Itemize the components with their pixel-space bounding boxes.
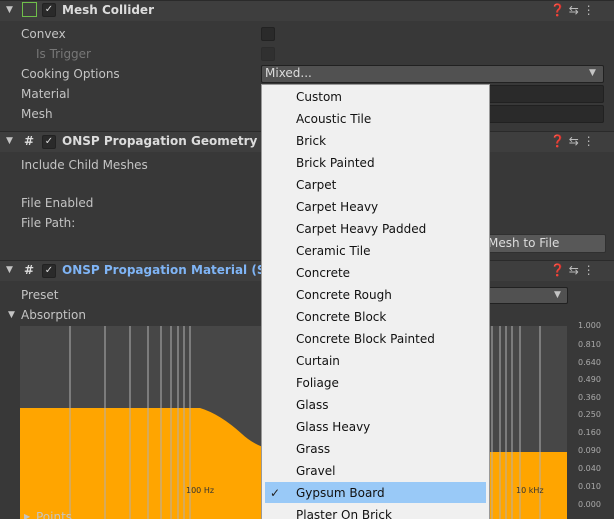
object-field[interactable] [488, 105, 604, 123]
menu-item[interactable]: Ceramic Tile [296, 244, 371, 258]
menu-item[interactable]: Brick Painted [296, 156, 375, 170]
button-label: Mesh to File [488, 236, 560, 250]
row-label: Preset [21, 288, 59, 302]
menu-item[interactable]: Curtain [296, 354, 340, 368]
menu-item[interactable]: Concrete Block [296, 310, 387, 324]
component-title: ONSP Propagation Material (Scrip [62, 263, 292, 277]
selected-highlight [265, 482, 486, 503]
menu-item[interactable]: Grass [296, 442, 331, 456]
checkmark: ✓ [270, 486, 281, 500]
fold-arrow[interactable]: ▼ [6, 136, 13, 146]
icon [22, 2, 37, 17]
header-icons[interactable]: ❓ ⇆ ⋮ [550, 3, 595, 17]
checkbox[interactable] [261, 27, 275, 41]
dropdown-arrow: ▼ [589, 68, 596, 78]
component-title: Mesh Collider [62, 3, 154, 17]
enabled-toggle[interactable]: ✓ [42, 264, 56, 278]
menu-item[interactable]: Gypsum Board [296, 486, 385, 500]
y-label: 0.160 [578, 428, 601, 437]
x-label: 10 kHz [516, 486, 544, 495]
header-icons[interactable]: ❓ ⇆ ⋮ [550, 263, 595, 277]
fold-arrow[interactable]: ▶ [24, 512, 31, 519]
icon: # [24, 134, 35, 148]
component-header[interactable] [0, 0, 614, 21]
y-label: 0.640 [578, 358, 601, 367]
menu-item[interactable]: Acoustic Tile [296, 112, 372, 126]
dropdown-menu: ✓ Custom Acoustic Tile Brick Brick Painted C… [261, 84, 490, 519]
header-icons[interactable]: ❓ ⇆ ⋮ [550, 134, 595, 148]
row-label: Include Child Meshes [21, 158, 148, 172]
fold-arrow[interactable]: ▼ [6, 5, 13, 15]
y-label: 0.360 [578, 393, 601, 402]
row-label: Convex [21, 27, 66, 41]
enabled-toggle[interactable]: ✓ [42, 3, 56, 17]
menu-item[interactable]: Gravel [296, 464, 336, 478]
x-label: 100 Hz [186, 486, 215, 495]
icon: # [24, 263, 35, 277]
y-label: 0.000 [578, 500, 601, 509]
menu-item[interactable]: Foliage [296, 376, 339, 390]
menu-item[interactable]: Brick [296, 134, 327, 148]
y-label: 1.000 [578, 321, 601, 330]
row-label: Absorption [21, 308, 86, 322]
fold-arrow[interactable]: ▼ [8, 310, 15, 320]
object-field[interactable] [488, 85, 604, 103]
row-label: Mesh [21, 107, 53, 121]
checkbox [261, 47, 275, 61]
menu-item[interactable]: Concrete Block Painted [296, 332, 435, 346]
row-label: Material [21, 87, 70, 101]
dropdown-arrow: ▼ [554, 290, 561, 300]
menu-item[interactable]: Concrete Rough [296, 288, 392, 302]
y-label: 0.010 [578, 482, 601, 491]
enabled-toggle[interactable]: ✓ [42, 135, 56, 149]
component-title: ONSP Propagation Geometry (Scr [62, 134, 289, 148]
menu-item[interactable]: Carpet Heavy [296, 200, 379, 214]
menu-item[interactable]: Glass Heavy [296, 420, 371, 434]
row-label: File Path: [21, 216, 76, 230]
y-label: 0.810 [578, 340, 601, 349]
y-label: 0.250 [578, 410, 601, 419]
row-label: Cooking Options [21, 67, 120, 81]
menu-item[interactable]: Glass [296, 398, 329, 412]
y-label: 0.490 [578, 375, 601, 384]
menu-item[interactable]: Concrete [296, 266, 351, 280]
row-label: Points [36, 510, 73, 519]
row-label: File Enabled [21, 196, 94, 210]
fold-arrow[interactable]: ▼ [6, 265, 13, 275]
menu-item[interactable]: Carpet [296, 178, 337, 192]
menu-item[interactable]: Plaster On Brick [296, 508, 392, 519]
y-label: 0.040 [578, 464, 601, 473]
dropdown-field[interactable] [261, 65, 604, 83]
y-label: 0.090 [578, 446, 601, 455]
menu-item[interactable]: Carpet Heavy Padded [296, 222, 427, 236]
row-label: Is Trigger [36, 47, 91, 61]
frequency-lines [69, 326, 541, 519]
menu-item[interactable]: Custom [296, 90, 342, 104]
dropdown-value: Mixed... [265, 66, 312, 80]
